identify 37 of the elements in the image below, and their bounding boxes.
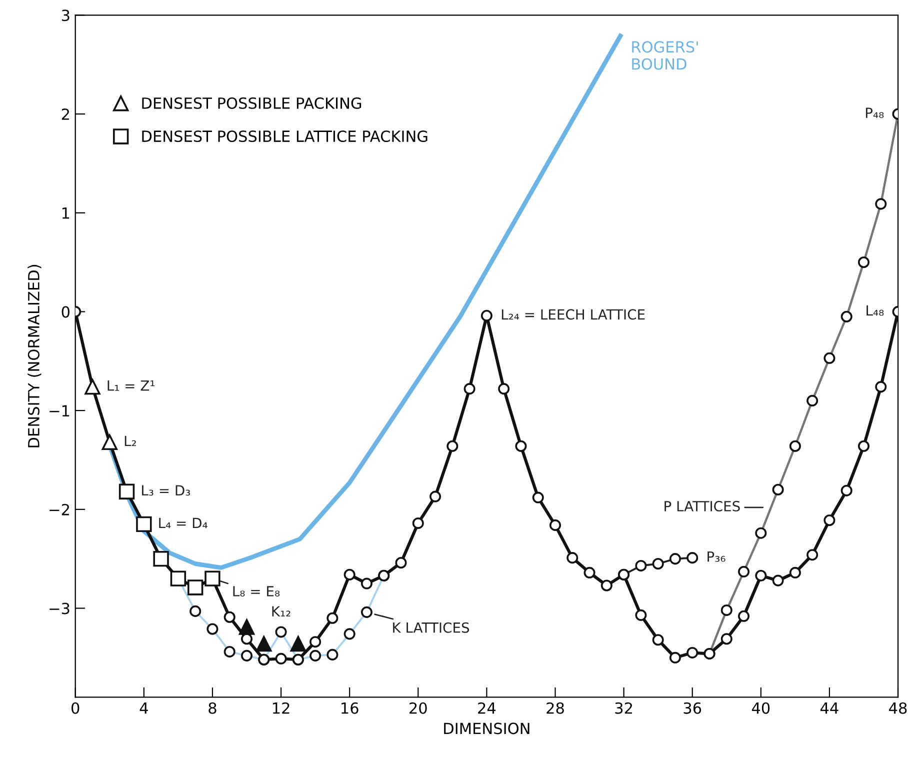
x-tick-label: 4 — [140, 702, 148, 714]
y-tick-label: 3 — [62, 10, 70, 22]
y-tick-label: 2 — [62, 108, 69, 120]
legend-label: DENSEST POSSIBLE PACKING — [142, 97, 362, 109]
annotation: L₈ = E₈ — [233, 586, 280, 596]
x-tick-label: 16 — [342, 702, 358, 714]
annotation: P₄₈ — [866, 108, 884, 118]
y-tick-label: −1 — [50, 405, 70, 416]
annotation: L₂ — [124, 436, 136, 446]
annotation: L₃ = D₃ — [142, 485, 190, 496]
y-tick-label: −2 — [50, 504, 69, 516]
y-tick-label: 0 — [62, 306, 70, 318]
x-tick-label: 32 — [615, 702, 632, 714]
x-tick-label: 36 — [684, 702, 702, 714]
annotation: L₁ = Z¹ — [108, 380, 154, 391]
x-axis-title: DIMENSION — [444, 722, 530, 734]
annotation: P₃₆ — [708, 552, 726, 562]
x-tick-label: 44 — [820, 702, 838, 714]
y-tick-label: 1 — [62, 208, 70, 219]
x-tick-label: 48 — [889, 702, 907, 714]
y-tick-label: −3 — [50, 602, 70, 614]
annotation: L₄₈ — [866, 305, 884, 316]
x-tick-label: 28 — [546, 702, 564, 714]
annotation: P LATTICES — [664, 500, 740, 512]
annotation: L₄ = D₄ — [159, 518, 208, 528]
legend-label: DENSEST POSSIBLE LATTICE PACKING — [142, 130, 428, 142]
x-tick-label: 8 — [208, 702, 216, 714]
x-tick-label: 20 — [410, 702, 427, 714]
series-label: ROGERS' BOUND — [632, 41, 698, 70]
x-tick-label: 40 — [752, 702, 770, 714]
y-axis-title: DENSITY (NORMALIZED) — [28, 264, 42, 448]
x-tick-label: 12 — [272, 702, 290, 714]
x-tick-label: 24 — [478, 702, 496, 714]
annotation: K₁₂ — [272, 606, 290, 616]
x-tick-label: 0 — [72, 702, 80, 714]
annotation: L₂₄ = LEECH LATTICE — [502, 309, 645, 320]
annotation: K LATTICES — [393, 622, 470, 633]
